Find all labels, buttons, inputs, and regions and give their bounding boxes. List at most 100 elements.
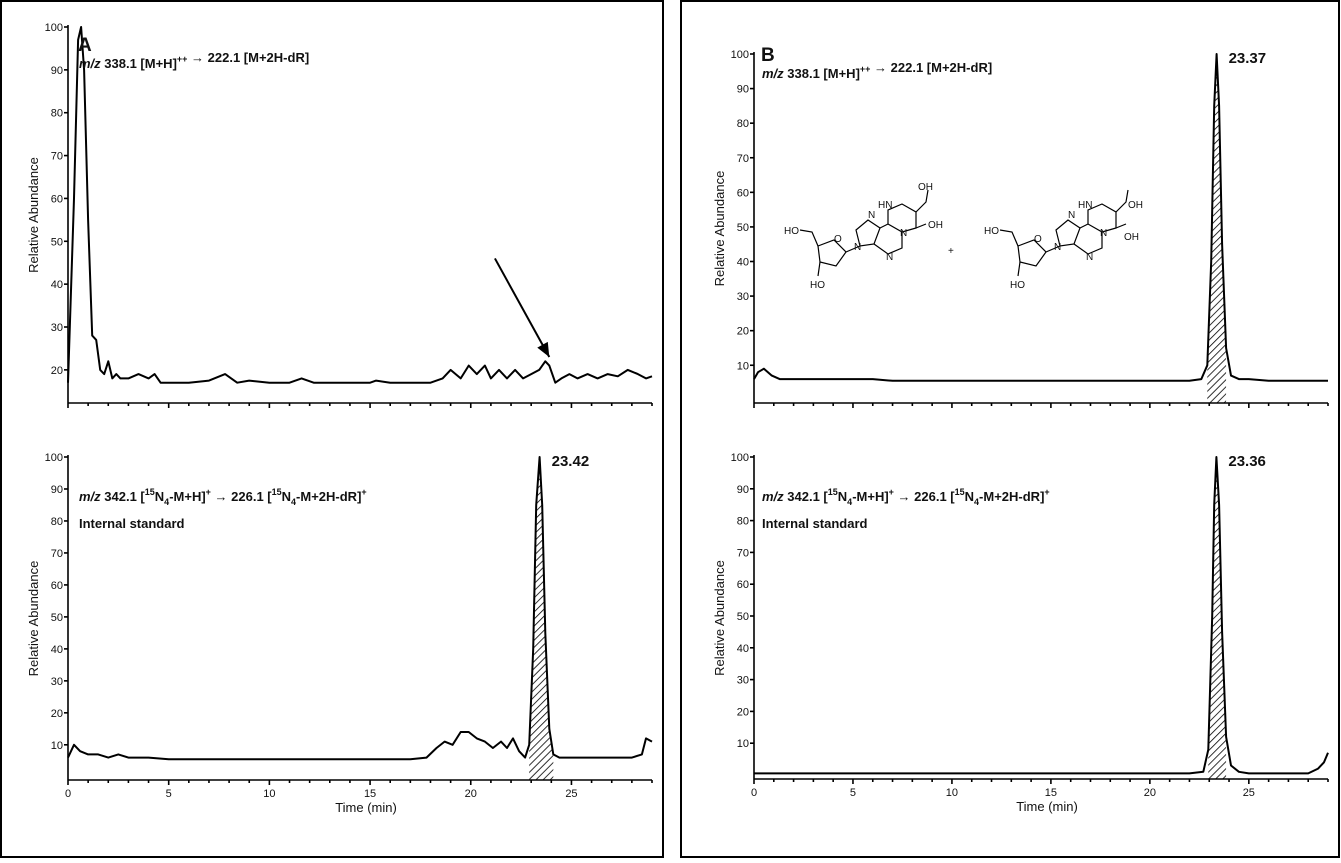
chromatogram-trace [67,26,653,384]
chart-a-top: 20 30 40 50 60 70 80 90 100 Relative Abundance m/z… [26,22,653,408]
y-tick-label: 50 [51,236,63,248]
y-axis-label: Relative Abundance [712,560,727,676]
atom-label: HN [1078,200,1092,211]
transition-label: m/z 338.1 [M+H]++ → 222.1 [M+2H-dR] [79,50,309,71]
peak-retention-time-label: 23.42 [552,453,590,470]
atom-label: HN [878,200,892,211]
atom-label: N [886,252,893,263]
y-tick-label: 30 [737,675,749,687]
atom-label: O [1034,234,1042,245]
peak-shaded-area [1208,457,1227,779]
x-tick-label: 0 [65,788,71,800]
atom-label: N [868,210,875,221]
internal-standard-label: Internal standard [79,516,185,531]
y-axis-label: Relative Abundance [26,157,41,273]
chromatogram-trace [67,456,653,761]
y-tick-label: 90 [51,484,63,496]
y-tick-label: 10 [737,738,749,750]
y-tick-label: 30 [51,322,63,334]
y-tick-label: 100 [45,452,63,464]
y-tick-label: 20 [737,706,749,718]
atom-label: N [900,228,907,239]
y-axis-label: Relative Abundance [712,171,727,287]
transition-label: m/z 338.1 [M+H]++ → 222.1 [M+2H-dR] [762,60,992,81]
y-tick-label: 70 [737,153,749,165]
x-tick-label: 5 [166,788,172,800]
atom-label: N [1086,252,1093,263]
x-tick-label: 15 [364,788,376,800]
y-tick-label: 40 [51,644,63,656]
y-tick-label: 80 [51,516,63,528]
transition-label: m/z 342.1 [15N4-M+H]+ → 226.1 [15N4-M+2H… [762,487,1050,507]
y-tick-label: 20 [51,365,63,377]
y-tick-label: 60 [737,579,749,591]
x-tick-label: 15 [1045,787,1057,799]
y-tick-label: 50 [51,612,63,624]
y-axis-label: Relative Abundance [26,561,41,677]
y-tick-label: 40 [51,279,63,291]
y-tick-label: 30 [737,291,749,303]
arrow-head [537,341,550,357]
chart-b-top: 10 20 30 40 50 60 70 80 90 100 Relative Abundance m… [712,45,1329,408]
x-tick-label: 25 [565,788,577,800]
peak-retention-time-label: 23.37 [1229,50,1267,67]
y-tick-label: 90 [737,84,749,96]
internal-standard-label: Internal standard [762,516,868,531]
x-tick-label: 5 [850,787,856,799]
atom-label: OH [928,220,943,231]
chromatogram-trace [753,53,1328,382]
atom-label: OH [1124,232,1139,243]
y-tick-label: 20 [737,326,749,338]
y-tick-label: 10 [51,740,63,752]
y-tick-label: 100 [731,452,749,464]
x-tick-label: 25 [1243,787,1255,799]
x-tick-label: 20 [1144,787,1156,799]
y-tick-label: 20 [51,708,63,720]
y-tick-label: 80 [51,108,63,120]
y-tick-label: 90 [51,65,63,77]
y-tick-label: 50 [737,611,749,623]
chart-b-bottom: 10 20 30 40 50 60 70 80 90 100 0 5 10 15 20 25 Relative … [712,452,1329,814]
y-tick-label: 70 [737,547,749,559]
atom-label: HO [810,280,825,291]
chromatogram-trace [754,456,1329,775]
atom-label: N [1054,242,1061,253]
structure-plus-sign: + [948,246,954,257]
peak-retention-time-label: 23.36 [1228,453,1266,470]
y-tick-label: 60 [51,193,63,205]
y-tick-label: 90 [737,484,749,496]
x-axis-label: Time (min) [335,800,397,815]
y-tick-label: 60 [737,187,749,199]
y-tick-label: 40 [737,643,749,655]
transition-label: m/z 342.1 [15N4-M+H]+ → 226.1 [15N4-M+2H… [79,487,367,507]
y-tick-label: 100 [45,22,63,34]
atom-label: N [1100,228,1107,239]
atom-label: HO [784,226,799,237]
y-tick-label: 40 [737,257,749,269]
y-tick-label: 30 [51,676,63,688]
y-tick-label: 60 [51,580,63,592]
x-tick-label: 10 [946,787,958,799]
panel-b-frame [680,0,1340,858]
y-tick-label: 80 [737,118,749,130]
x-axis-label: Time (min) [1016,799,1078,814]
y-tick-label: 100 [731,49,749,61]
x-tick-label: 0 [751,787,757,799]
atom-label: HO [984,226,999,237]
arrow-shaft [494,257,551,358]
panel-label: A [78,35,92,56]
y-tick-label: 80 [737,516,749,528]
atom-label: N [854,242,861,253]
x-tick-label: 20 [465,788,477,800]
y-tick-label: 70 [51,548,63,560]
panel-a-frame [0,0,664,858]
atom-label: OH [1128,200,1143,211]
x-tick-label: 10 [263,788,275,800]
peak-shaded-area [1207,54,1227,403]
atom-label: N [1068,210,1075,221]
panel-label: B [761,45,775,66]
atom-label: HO [1010,280,1025,291]
